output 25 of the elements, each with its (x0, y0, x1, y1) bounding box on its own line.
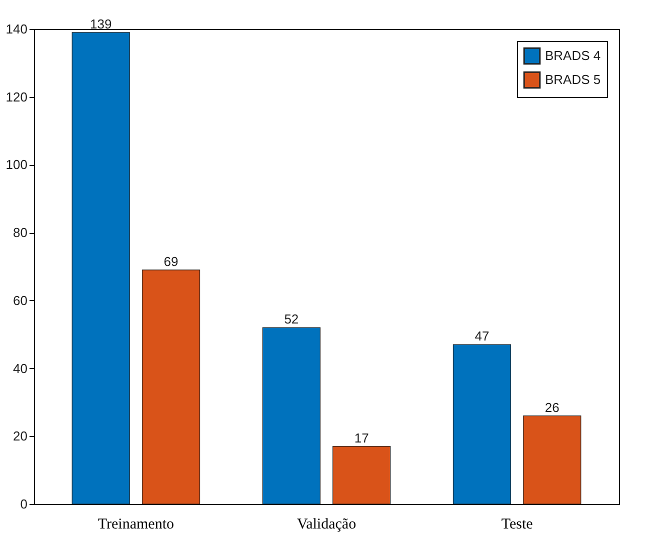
y-tick-label: 40 (13, 360, 28, 376)
data-label: 17 (354, 430, 369, 446)
bar (142, 270, 200, 504)
x-tick-label: Teste (501, 516, 534, 532)
y-tick-label: 120 (6, 89, 28, 104)
x-tick-label: Validação (296, 516, 356, 532)
legend-label: BRADS 5 (545, 72, 601, 87)
bar (452, 344, 512, 504)
bar (262, 327, 320, 504)
y-tick-label: 0 (20, 496, 28, 512)
y-tick-label: 20 (13, 428, 28, 444)
y-tick-label: 140 (6, 22, 28, 36)
data-label: 47 (474, 328, 490, 344)
legend-label: BRADS 4 (545, 48, 601, 63)
y-tick-label: 60 (13, 292, 28, 308)
x-tick-label: Treinamento (98, 516, 174, 532)
y-tick-label: 100 (6, 157, 28, 172)
y-tick-label: 80 (13, 225, 28, 240)
data-label: 139 (90, 16, 112, 32)
data-label: 26 (544, 400, 560, 415)
bar (72, 32, 130, 504)
bar (523, 415, 582, 504)
data-label: 69 (164, 254, 178, 269)
data-label: 52 (284, 312, 299, 327)
bar (332, 446, 391, 504)
